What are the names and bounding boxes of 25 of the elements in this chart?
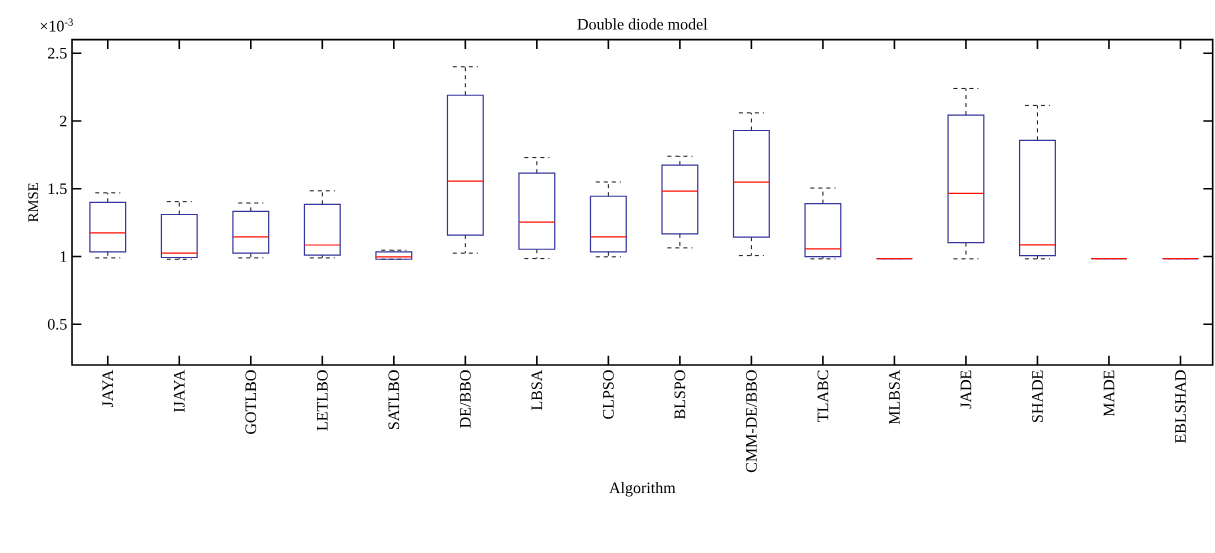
y-tick-label: 1 (60, 251, 67, 262)
chart-title: Double diode model (577, 18, 708, 30)
x-tick-label: MLBSA (889, 369, 900, 425)
x-tick-label: CLPSO (602, 370, 614, 419)
y-tick-label: 2.5 (48, 47, 67, 59)
y-tick-label: 2 (60, 115, 67, 127)
x-tick-label: LETLBO (316, 370, 328, 431)
y-axis-title: RMSE (28, 183, 39, 222)
x-tick-label: LBSA (531, 369, 543, 411)
x-tick-label: IJAYA (173, 369, 185, 413)
y-tick-label: 1.5 (48, 183, 67, 195)
x-tick-label: MADE (1103, 370, 1115, 417)
text: ×10$^{-3}$ (40, 18, 73, 32)
x-tick-label: CMM-DE/BBO (746, 370, 757, 473)
x-tick-label: GOTLBO (245, 370, 257, 434)
x-tick-label: TLABC (817, 370, 829, 422)
x-axis-title: Algorithm (609, 481, 676, 497)
y-tick-label: 0.5 (47, 318, 67, 330)
x-tick-label: DE/BBO (459, 370, 471, 428)
x-tick-label: JAYA (102, 369, 114, 408)
x-tick-label: JADE (960, 370, 972, 409)
x-tick-label: BLSPO (674, 370, 686, 420)
x-tick-label: SATLBO (388, 370, 400, 430)
x-tick-label: EBLSHAD (1175, 370, 1186, 444)
x-tick-label: SHADE (1032, 370, 1043, 422)
